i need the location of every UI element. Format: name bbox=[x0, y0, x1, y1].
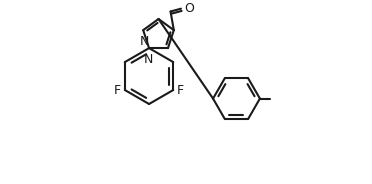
Text: N: N bbox=[144, 53, 153, 66]
Text: N: N bbox=[140, 35, 149, 48]
Text: O: O bbox=[184, 2, 194, 15]
Text: F: F bbox=[114, 84, 121, 97]
Text: F: F bbox=[177, 84, 185, 97]
